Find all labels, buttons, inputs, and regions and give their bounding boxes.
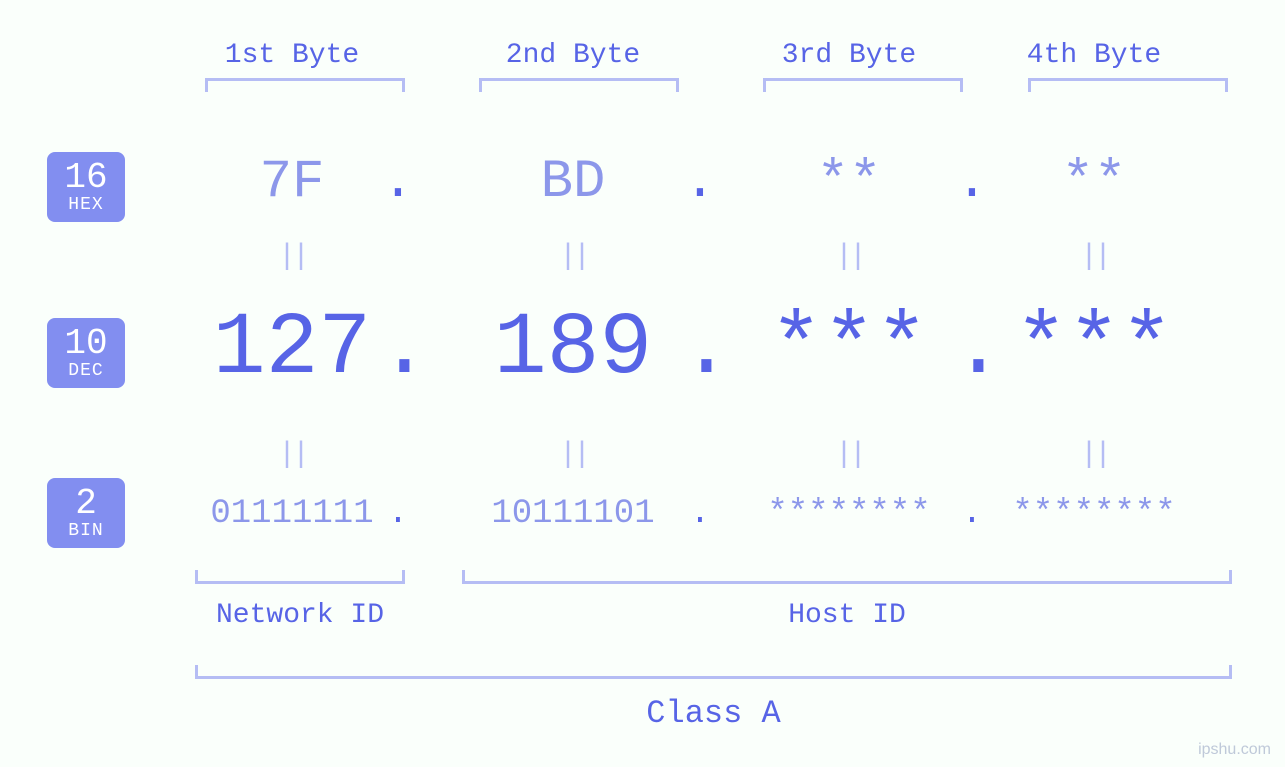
- network-id-label: Network ID: [100, 600, 500, 631]
- eq-2-1: ||: [262, 438, 322, 472]
- badge-hex-lbl: HEX: [68, 196, 103, 215]
- dec-dot-1: .: [378, 300, 418, 399]
- byte-header-4-label: 4th Byte: [1027, 40, 1161, 71]
- badge-bin: 2 BIN: [47, 478, 125, 548]
- eq-1-1: ||: [262, 240, 322, 274]
- byte-header-1-label: 1st Byte: [225, 40, 359, 71]
- byte-header-4: 4th Byte: [994, 40, 1194, 71]
- byte-header-3-label: 3rd Byte: [782, 40, 916, 71]
- bin-dot-1: .: [378, 495, 418, 533]
- bin-byte-3: ********: [709, 495, 989, 533]
- badge-bin-lbl: BIN: [68, 522, 103, 541]
- dec-byte-3: ***: [709, 300, 989, 399]
- byte-header-2: 2nd Byte: [473, 40, 673, 71]
- byte-header-3: 3rd Byte: [749, 40, 949, 71]
- dec-byte-2: 189: [433, 300, 713, 399]
- badge-hex: 16 HEX: [47, 152, 125, 222]
- hex-byte-2: BD: [433, 152, 713, 213]
- host-bracket: [462, 570, 1232, 584]
- eq-1-2: ||: [543, 240, 603, 274]
- eq-2-2: ||: [543, 438, 603, 472]
- network-bracket: [195, 570, 405, 584]
- hex-byte-4: **: [954, 152, 1234, 213]
- badge-dec: 10 DEC: [47, 318, 125, 388]
- hex-dot-1: .: [378, 152, 418, 213]
- eq-2-4: ||: [1064, 438, 1124, 472]
- badge-bin-num: 2: [75, 485, 97, 523]
- hex-byte-3: **: [709, 152, 989, 213]
- eq-1-3: ||: [819, 240, 879, 274]
- watermark: ipshu.com: [1198, 741, 1271, 759]
- dec-byte-4: ***: [954, 300, 1234, 399]
- class-bracket: [195, 665, 1232, 679]
- top-bracket-4: [1028, 78, 1228, 92]
- top-bracket-1: [205, 78, 405, 92]
- eq-2-3: ||: [819, 438, 879, 472]
- badge-hex-num: 16: [64, 159, 107, 197]
- byte-header-2-label: 2nd Byte: [506, 40, 640, 71]
- eq-1-4: ||: [1064, 240, 1124, 274]
- bin-byte-4: ********: [954, 495, 1234, 533]
- top-bracket-3: [763, 78, 963, 92]
- badge-dec-lbl: DEC: [68, 362, 103, 381]
- class-label: Class A: [514, 695, 914, 732]
- badge-dec-num: 10: [64, 325, 107, 363]
- byte-header-1: 1st Byte: [192, 40, 392, 71]
- host-id-label: Host ID: [647, 600, 1047, 631]
- top-bracket-2: [479, 78, 679, 92]
- bin-byte-2: 10111101: [433, 495, 713, 533]
